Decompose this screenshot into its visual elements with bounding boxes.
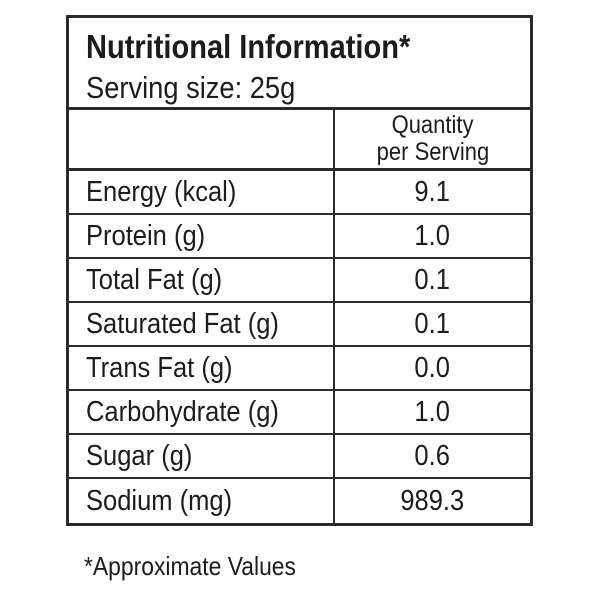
title-section: Nutritional Information* Serving size: 2… <box>69 18 530 110</box>
table-row-total-fat: Total Fat (g) 0.1 <box>69 259 530 303</box>
nutrient-value-cell: 0.0 <box>335 347 530 389</box>
footnote-text: *Approximate Values <box>84 551 296 581</box>
table-row-saturated-fat: Saturated Fat (g) 0.1 <box>69 303 530 347</box>
nutrient-value-cell: 1.0 <box>335 215 530 257</box>
nutrient-name-cell: Sugar (g) <box>69 435 335 477</box>
nutrient-name: Energy (kcal) <box>86 175 237 208</box>
nutrient-value-cell: 9.1 <box>335 171 530 213</box>
serving-size-text: Serving size: 25g <box>86 70 296 105</box>
nutrient-name-cell: Protein (g) <box>69 215 335 257</box>
quantity-column-header: Quantity per Serving <box>335 110 530 168</box>
nutrient-value: 0.0 <box>414 351 451 384</box>
nutrient-value-cell: 0.1 <box>335 259 530 301</box>
nutrient-value-cell: 1.0 <box>335 391 530 433</box>
nutrient-name-cell: Energy (kcal) <box>69 171 335 213</box>
table-row-sodium: Sodium (mg) 989.3 <box>69 479 530 523</box>
table-row-sugar: Sugar (g) 0.6 <box>69 435 530 479</box>
nutrient-value: 989.3 <box>400 484 465 517</box>
table-row-carbohydrate: Carbohydrate (g) 1.0 <box>69 391 530 435</box>
nutrient-value-cell: 989.3 <box>335 479 530 523</box>
nutrient-name-cell: Carbohydrate (g) <box>69 391 335 433</box>
quantity-header-line1: Quantity <box>391 111 474 139</box>
nutrient-value: 0.1 <box>414 263 451 296</box>
nutrient-value: 0.6 <box>414 439 451 472</box>
page-title-text: Nutritional Information* <box>86 28 411 65</box>
nutrient-value: 1.0 <box>414 395 451 428</box>
nutrient-value: 1.0 <box>414 219 451 252</box>
nutrient-value: 9.1 <box>414 175 451 208</box>
nutrition-table: Nutritional Information* Serving size: 2… <box>66 15 533 526</box>
nutrient-name: Saturated Fat (g) <box>86 307 279 340</box>
nutrient-name: Sodium (mg) <box>86 484 233 517</box>
nutrient-name: Sugar (g) <box>86 439 193 472</box>
page-title: Nutritional Information* <box>86 26 520 68</box>
nutrient-name-cell: Trans Fat (g) <box>69 347 335 389</box>
table-header-row: Quantity per Serving <box>69 110 530 171</box>
serving-size: Serving size: 25g <box>86 68 520 108</box>
nutrient-column-header <box>69 110 335 168</box>
nutrient-name-cell: Total Fat (g) <box>69 259 335 301</box>
table-row-energy: Energy (kcal) 9.1 <box>69 171 530 215</box>
nutrient-name: Protein (g) <box>86 219 206 252</box>
approximate-values-footnote: *Approximate Values <box>84 551 325 582</box>
nutrient-value: 0.1 <box>414 307 451 340</box>
nutrient-name-cell: Saturated Fat (g) <box>69 303 335 345</box>
table-row-protein: Protein (g) 1.0 <box>69 215 530 259</box>
quantity-header-line2: per Serving <box>376 138 489 166</box>
nutrient-name: Total Fat (g) <box>86 263 223 296</box>
nutrient-value-cell: 0.1 <box>335 303 530 345</box>
nutrient-name: Trans Fat (g) <box>86 351 233 384</box>
table-row-trans-fat: Trans Fat (g) 0.0 <box>69 347 530 391</box>
nutrient-value-cell: 0.6 <box>335 435 530 477</box>
nutrient-name-cell: Sodium (mg) <box>69 479 335 523</box>
nutrient-name: Carbohydrate (g) <box>86 395 279 428</box>
